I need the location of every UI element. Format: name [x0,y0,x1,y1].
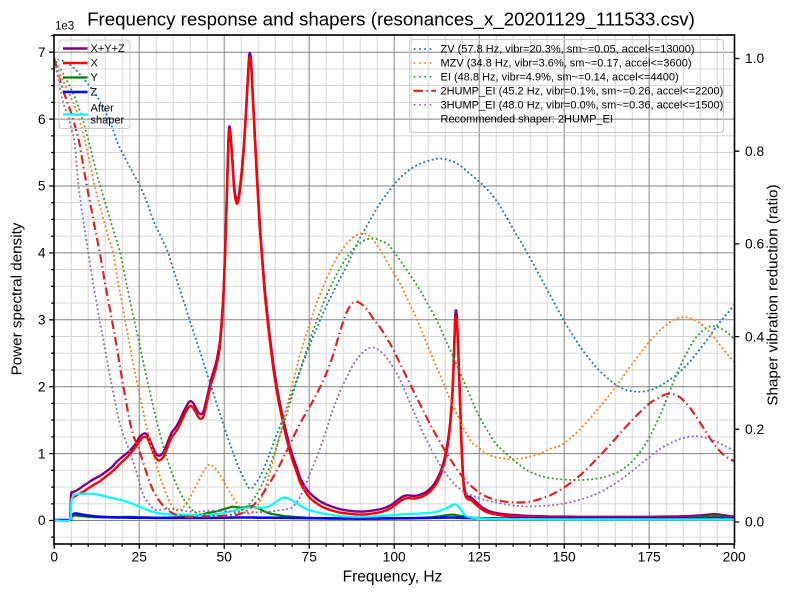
svg-text:4: 4 [38,246,46,261]
svg-text:100: 100 [383,550,406,565]
svg-text:Y: Y [91,72,99,84]
svg-text:3: 3 [38,313,46,328]
svg-text:After: After [91,103,115,115]
svg-text:1e3: 1e3 [55,21,74,33]
svg-text:7: 7 [38,45,46,60]
svg-text:150: 150 [553,550,576,565]
svg-text:75: 75 [302,550,318,565]
svg-text:2: 2 [38,379,46,394]
svg-text:Recommended shaper: 2HUMP_EI: Recommended shaper: 2HUMP_EI [441,114,613,126]
svg-text:X+Y+Z: X+Y+Z [91,43,126,55]
svg-text:Power spectral density: Power spectral density [9,222,26,375]
svg-text:X: X [91,58,99,70]
svg-text:Frequency, Hz: Frequency, Hz [343,569,443,586]
svg-text:0.0: 0.0 [745,515,765,530]
svg-text:0.2: 0.2 [745,422,764,437]
svg-text:0: 0 [50,550,58,565]
svg-text:1.0: 1.0 [745,51,765,66]
svg-text:3HUMP_EI (48.0 Hz, vibr=0.0%,: 3HUMP_EI (48.0 Hz, vibr=0.0%, sm~=0.36, … [441,99,724,111]
svg-text:Shaper vibration reduction (ra: Shaper vibration reduction (ratio) [765,184,782,405]
svg-text:MZV (34.8 Hz, vibr=3.6%, sm~=0: MZV (34.8 Hz, vibr=3.6%, sm~=0.17, accel… [441,57,692,69]
svg-text:EI (48.8 Hz, vibr=4.9%, sm~=0.: EI (48.8 Hz, vibr=4.9%, sm~=0.14, accel<… [441,71,679,83]
svg-text:1: 1 [38,446,46,461]
svg-text:Z: Z [91,87,98,99]
svg-text:0.4: 0.4 [745,329,765,344]
svg-text:Frequency response and shapers: Frequency response and shapers (resonanc… [87,9,695,31]
svg-text:6: 6 [38,112,46,127]
svg-text:ZV (57.8 Hz, vibr=20.3%, sm~=0: ZV (57.8 Hz, vibr=20.3%, sm~=0.05, accel… [441,44,695,56]
svg-text:125: 125 [468,550,491,565]
svg-text:0.6: 0.6 [745,237,765,252]
svg-text:0.8: 0.8 [745,144,765,159]
svg-text:shaper: shaper [91,115,125,127]
svg-text:25: 25 [132,550,148,565]
svg-text:200: 200 [723,550,746,565]
svg-text:0: 0 [38,513,46,528]
svg-text:5: 5 [38,179,46,194]
svg-text:2HUMP_EI (45.2 Hz, vibr=0.1%,: 2HUMP_EI (45.2 Hz, vibr=0.1%, sm~=0.26, … [441,85,724,97]
svg-text:175: 175 [638,550,661,565]
svg-text:50: 50 [217,550,233,565]
